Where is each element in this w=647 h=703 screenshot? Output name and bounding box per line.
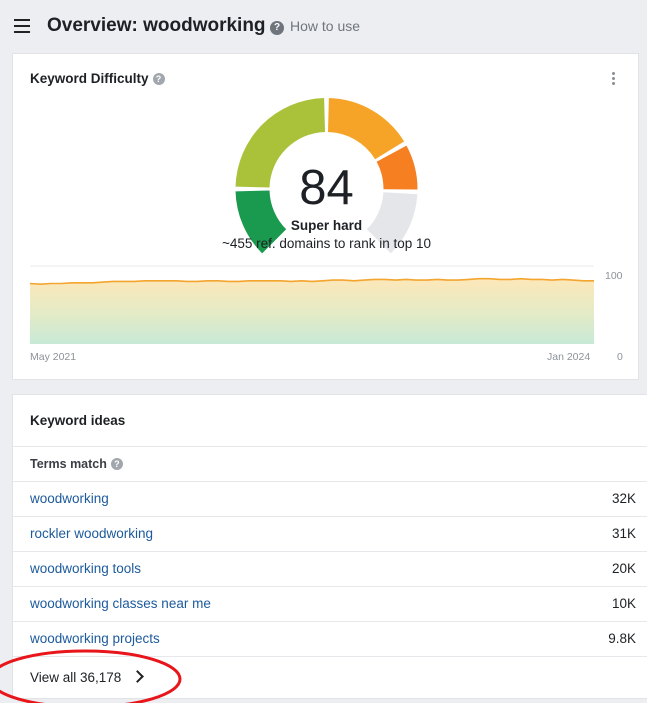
gauge-segment-yellow-green [235, 98, 326, 188]
divider [13, 586, 647, 587]
table-row: rockler woodworking 31K [13, 516, 647, 551]
keyword-volume: 32K [611, 491, 636, 506]
keyword-link[interactable]: woodworking projects [30, 631, 160, 646]
gauge-segment-orange [327, 98, 405, 160]
view-all-button[interactable]: View all 36,178 [30, 670, 145, 685]
trend-line [29, 277, 594, 286]
keyword-ideas-card: Keyword ideas Terms match? woodworking 3… [12, 394, 647, 699]
divider [13, 551, 647, 552]
keyword-difficulty-title-text: Keyword Difficulty [30, 71, 149, 86]
table-row: woodworking projects 9.8K [13, 621, 647, 656]
divider [13, 621, 647, 622]
difficulty-gauge [235, 98, 418, 254]
help-icon[interactable]: ? [152, 73, 165, 85]
how-to-use-link[interactable]: ? How to use [270, 18, 360, 35]
keyword-link[interactable]: woodworking [30, 491, 109, 506]
terms-match-label: Terms match [30, 457, 107, 471]
view-all-label: View all 36,178 [30, 670, 122, 685]
chevron-right-icon [131, 670, 145, 683]
y-axis-min-label: 0 [617, 351, 623, 363]
keyword-volume: 20K [611, 561, 636, 576]
difficulty-subtitle: ~455 ref. domains to rank in top 10 [221, 236, 431, 251]
divider [13, 516, 647, 517]
keyword-volume: 31K [611, 526, 636, 541]
keyword-volume: 10K [611, 596, 636, 611]
keyword-link[interactable]: woodworking classes near me [30, 596, 211, 611]
trend-area [30, 278, 594, 344]
hamburger-icon[interactable] [14, 19, 30, 33]
gauge-segment-green [235, 190, 287, 254]
gauge-segment-dark-orange [376, 145, 418, 190]
divider [13, 446, 647, 447]
keyword-difficulty-card: Keyword Difficulty? 84 Super hard ~455 r… [12, 53, 639, 380]
divider [13, 656, 647, 657]
terms-match-heading: Terms match? [30, 457, 123, 471]
top-bar: Overview: woodworking ? How to use [0, 0, 647, 52]
divider [13, 481, 647, 482]
kebab-icon[interactable] [612, 72, 616, 87]
table-row: woodworking 32K [13, 481, 647, 516]
x-axis-start-label: May 2021 [30, 351, 77, 363]
difficulty-score: 84 [299, 161, 354, 215]
table-row: woodworking classes near me 10K [13, 586, 647, 621]
help-icon: ? [270, 21, 284, 35]
x-axis-end-label: Jan 2024 [547, 351, 591, 363]
how-to-use-label: How to use [290, 18, 361, 34]
difficulty-label: Super hard [290, 218, 363, 233]
keyword-link[interactable]: rockler woodworking [30, 526, 154, 541]
table-row: woodworking tools 20K [13, 551, 647, 586]
help-icon[interactable]: ? [110, 458, 123, 470]
difficulty-trend-chart [29, 265, 594, 344]
y-axis-max-label: 100 [605, 270, 623, 282]
keyword-ideas-title: Keyword ideas [30, 413, 126, 428]
keyword-difficulty-title: Keyword Difficulty? [30, 71, 165, 86]
page-title: Overview: woodworking [47, 15, 266, 36]
gauge-segment-empty [366, 192, 418, 254]
keyword-volume: 9.8K [608, 631, 636, 646]
keyword-link[interactable]: woodworking tools [30, 561, 142, 576]
